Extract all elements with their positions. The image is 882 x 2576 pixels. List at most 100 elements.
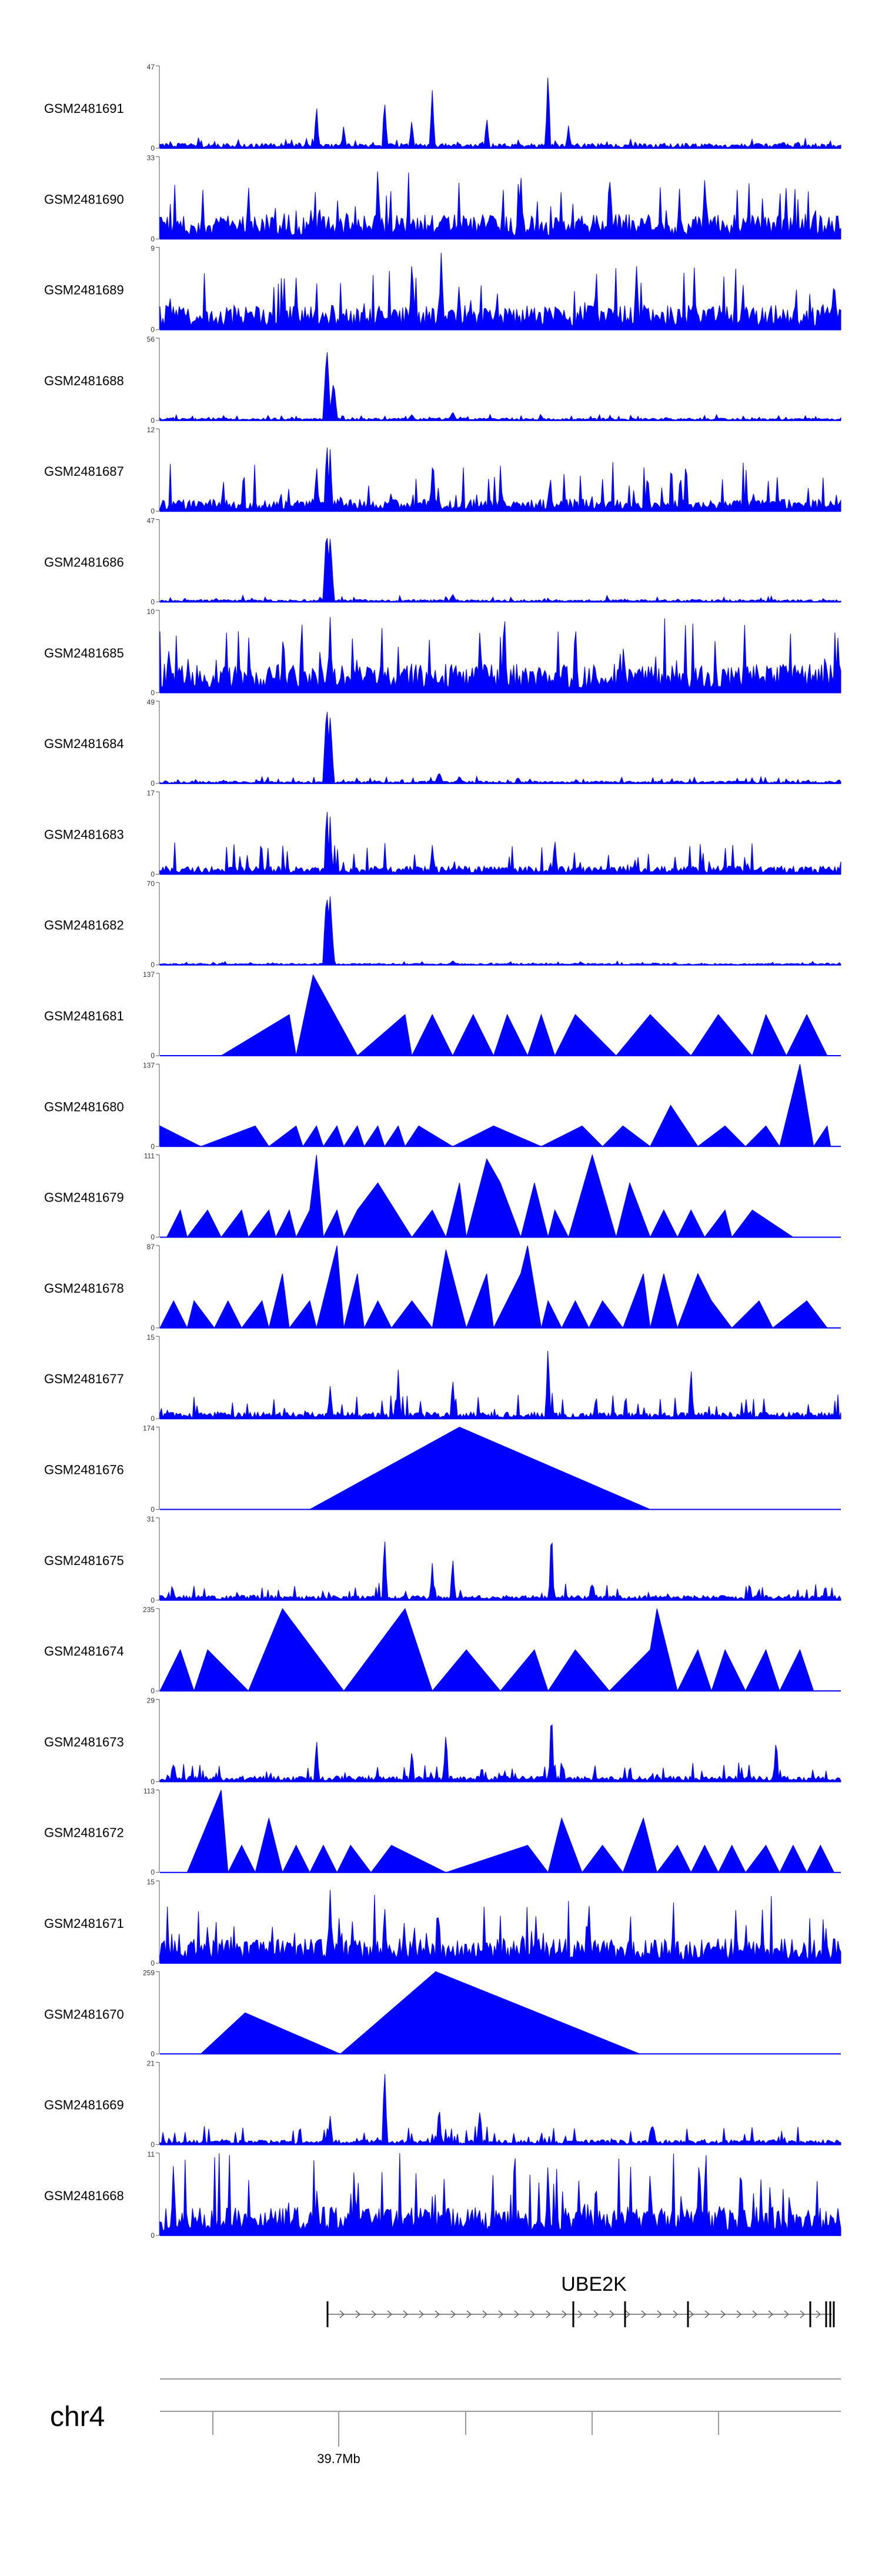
track-label: GSM2481682 [44,918,124,933]
y-axis-max-label: 47 [147,63,155,71]
strand-arrow-icon [641,2310,647,2318]
y-axis-zero-label: 0 [151,2141,155,2149]
y-axis-zero-label: 0 [151,961,155,969]
track-label: GSM2481688 [44,373,124,388]
track-GSM2481672: GSM2481672 113 0 [44,1787,841,1877]
track-GSM2481679: GSM2481679 111 0 [44,1152,841,1242]
chromosome-label: chr4 [50,2401,105,2432]
track-label: GSM2481675 [44,1553,124,1568]
signal-area [159,2074,841,2145]
y-axis-max-label: 33 [147,154,155,162]
track-GSM2481687: GSM2481687 12 0 [44,426,841,515]
track-GSM2481688: GSM2481688 56 0 [44,335,841,425]
y-axis-zero-label: 0 [151,1959,155,1967]
signal-area [309,1426,650,1510]
y-axis-max-label: 31 [147,1515,155,1523]
signal-area [159,352,841,421]
axis-ticks: 39.7Mb [160,2378,841,2466]
y-axis-zero-label: 0 [151,507,155,515]
axis-tick-label: 39.7Mb [317,2451,360,2466]
track-GSM2481673: GSM2481673 29 0 [44,1696,841,1786]
track-GSM2481671: GSM2481671 15 0 [44,1878,841,1967]
strand-arrow-icon [689,2310,694,2318]
y-axis-zero-label: 0 [151,2050,155,2058]
y-axis-zero-label: 0 [151,689,155,697]
track-GSM2481682: GSM2481682 70 0 [44,880,841,969]
signal-area [159,2153,841,2236]
strand-arrow-icon [339,2310,345,2318]
strand-arrow-icon [593,2310,599,2318]
signal-area [159,1351,841,1419]
track-GSM2481691: GSM2481691 47 0 [44,63,841,152]
track-label: GSM2481677 [44,1372,124,1386]
track-label: GSM2481683 [44,827,124,842]
signal-area [159,617,841,693]
strand-arrow-icon [466,2310,472,2318]
signal-area [200,1971,640,2054]
track-GSM2481684: GSM2481684 49 0 [44,698,841,788]
strand-arrow-icon [784,2310,790,2318]
track-label: GSM2481686 [44,555,124,570]
y-axis-zero-label: 0 [151,1687,155,1695]
track-label: GSM2481673 [44,1734,124,1749]
signal-area [159,712,841,784]
signal-area [159,448,841,512]
y-axis-max-label: 15 [147,1878,155,1886]
track-label: GSM2481689 [44,283,124,298]
signal-area [220,974,828,1057]
strand-arrow-icon [403,2310,409,2318]
track-label: GSM2481676 [44,1463,124,1477]
signal-area [159,896,841,966]
y-axis-zero-label: 0 [151,1142,155,1150]
track-label: GSM2481669 [44,2098,124,2113]
track-label: GSM2481690 [44,192,124,206]
strand-arrow-icon [419,2310,425,2318]
track-label: GSM2481685 [44,646,124,660]
y-axis-max-label: 259 [143,1968,155,1977]
track-label: GSM2481680 [44,1099,124,1114]
strand-arrow-icon [625,2310,631,2318]
strand-arrow-icon [435,2310,440,2318]
y-axis-max-label: 70 [147,880,155,888]
track-label: GSM2481674 [44,1644,124,1659]
strand-arrow-icon [816,2310,821,2318]
signal-area [159,252,841,331]
signal-area [159,1064,831,1147]
gene-track: UBE2K [326,2273,835,2327]
signal-area [159,538,841,602]
y-axis-max-label: 49 [147,698,155,706]
y-axis-zero-label: 0 [151,1868,155,1877]
signal-area [159,1890,841,1964]
track-GSM2481669: GSM2481669 21 0 [44,2060,841,2149]
y-axis-zero-label: 0 [151,1324,155,1332]
y-axis-max-label: 21 [147,2060,155,2068]
track-GSM2481677: GSM2481677 15 0 [44,1333,841,1423]
strand-arrow-icon [720,2310,726,2318]
strand-arrow-icon [355,2310,361,2318]
signal-area [186,1790,835,1874]
track-label: GSM2481672 [44,1826,124,1840]
track-label: GSM2481668 [44,2188,124,2203]
strand-arrow-icon [514,2310,520,2318]
strand-arrow-icon [704,2310,710,2318]
strand-arrow-icon [609,2310,615,2318]
strand-arrow-icon [657,2310,663,2318]
track-GSM2481689: GSM2481689 9 0 [44,245,841,334]
track-GSM2481675: GSM2481675 31 0 [44,1515,841,1604]
strand-arrow-icon [673,2310,679,2318]
track-GSM2481681: GSM2481681 137 0 [44,970,841,1060]
strand-arrow-icon [562,2310,567,2318]
track-label: GSM2481678 [44,1281,124,1296]
signal-area [159,171,841,239]
track-GSM2481683: GSM2481683 17 0 [44,789,841,878]
y-axis-zero-label: 0 [151,326,155,334]
strand-arrow-icon [450,2310,456,2318]
y-axis-max-label: 47 [147,517,155,525]
y-axis-max-label: 174 [143,1424,155,1433]
y-axis-max-label: 29 [147,1696,155,1704]
y-axis-max-label: 137 [143,1061,155,1069]
signal-area [159,78,841,149]
y-axis-zero-label: 0 [151,235,155,243]
y-axis-zero-label: 0 [151,779,155,788]
